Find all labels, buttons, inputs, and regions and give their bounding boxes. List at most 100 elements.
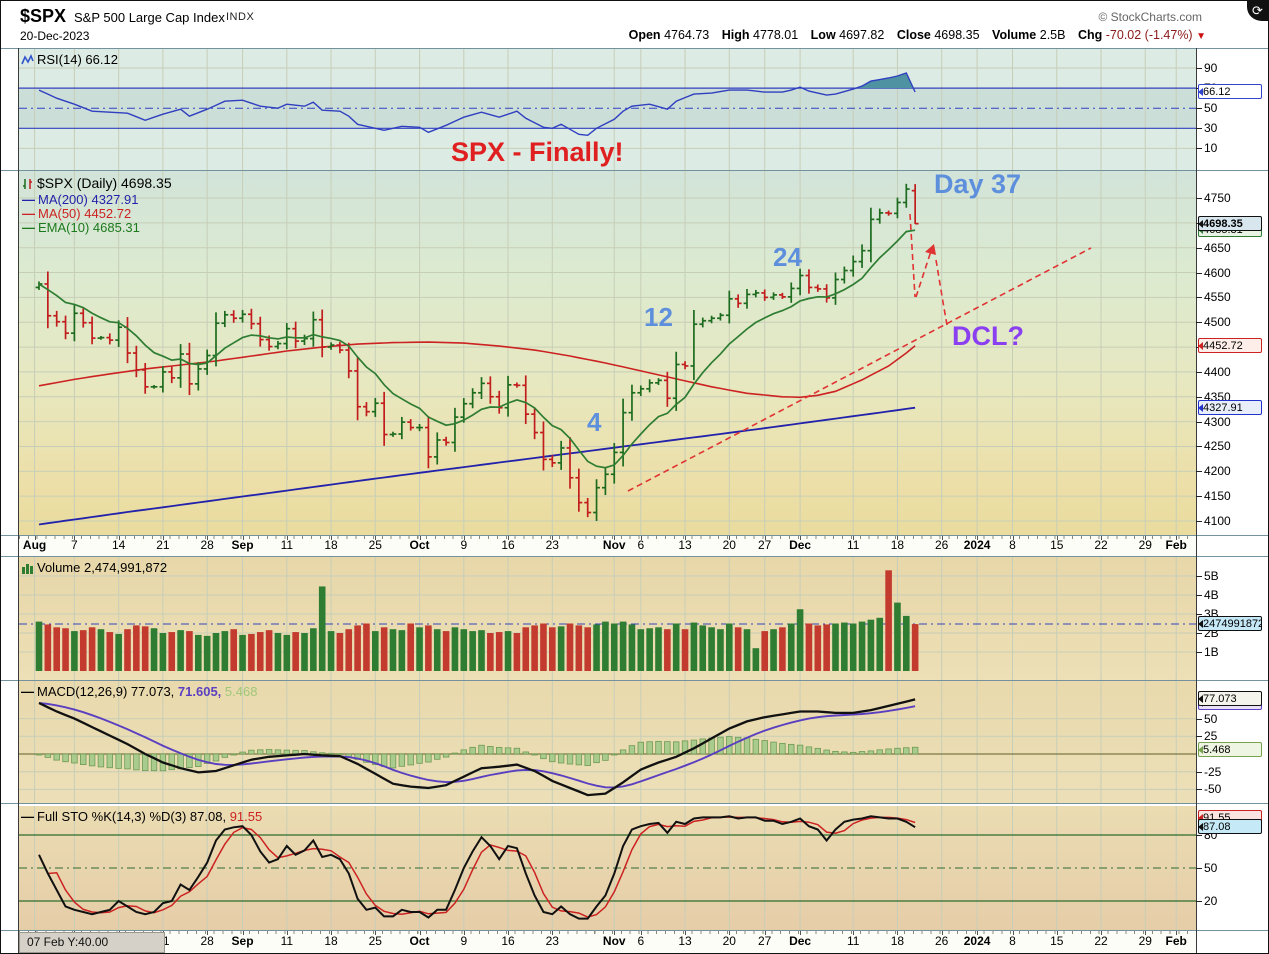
open-label: Open [628,28,661,42]
price-y-tick-label: 4200 [1204,464,1231,479]
price-panel [19,171,1196,535]
macd-signal-label: 71.605 [1198,695,1262,710]
plot-right-border [1196,48,1197,953]
refresh-icon[interactable]: ⟳ [1247,1,1268,21]
minor-ticks [19,931,1196,934]
price-y-tick-label: 4500 [1204,315,1231,330]
volume-value: 2.5B [1039,28,1066,42]
price-y-tick-label: 4650 [1204,240,1231,255]
price-legend: $SPX (Daily) 4698.35 [22,175,172,191]
stochastic-panel [19,806,1196,930]
ma200-swatch: — [22,192,35,207]
price-y-tick-label: 4450 [1204,340,1231,355]
volume-y-tick-label: 3B [1204,607,1219,621]
ma50-swatch: — [22,206,35,221]
separator [1,803,1268,804]
symbol-name: S&P 500 Large Cap Index [74,10,225,25]
pointer-tip [1199,225,1203,234]
macd-hist-value: 5.468 [224,684,258,699]
high-value: 4778.01 [753,28,799,42]
volume-current-label: 2474991872 [1198,616,1262,631]
volume-y-tick-label: 5B [1204,569,1219,583]
symbol: $SPX [20,6,67,26]
rsi-current-label: 66.12 [1198,84,1262,99]
ma200-legend-text: MA(200) 4327.91 [38,192,139,207]
close-label: Close [896,28,931,42]
chg-down-icon: ▼ [1196,31,1206,42]
price-ma50-label: 4452.72 [1198,338,1262,353]
pointer-tip [1199,87,1203,96]
quote-bar: Open 4764.73 High 4778.01 Low 4697.82 Cl… [620,28,1206,42]
pointer-tip [1199,694,1203,703]
chg-value: -70.02 (-1.47%) [1105,28,1193,42]
ma50-legend: — MA(50) 4452.72 [22,206,131,221]
macd-signal-value: 71.605, [177,684,222,699]
price-y-tick-label: 4150 [1204,489,1231,504]
macd-legend-main: MACD(12,26,9) 77.073, [37,684,175,699]
price-y-tick-label: 4400 [1204,364,1231,379]
close-value: 4698.35 [934,28,980,42]
volume-y-tick-label: 4B [1204,588,1219,602]
separator [1,680,1268,681]
price-y-tick-label: 4250 [1204,439,1231,454]
pointer-tip [1199,822,1203,831]
macd-y-tick-label: -50 [1204,782,1222,797]
pointer-tip [1199,813,1203,822]
sto-y-tick-label: 50 [1204,861,1218,875]
macd-hist-label: 5.468 [1198,742,1262,757]
separator [1,170,1268,171]
rsi-legend-text: RSI(14) 66.12 [37,52,118,67]
date-axis-top [19,536,1196,556]
chart-date: 20-Dec-2023 [20,29,90,43]
price-y-tick-label: 4300 [1204,414,1231,429]
separator [1,535,1268,536]
sto-d-label: 91.55 [1198,810,1262,825]
price-ma200-label: 4327.91 [1198,400,1262,415]
volume-y-tick-label: 2B [1204,626,1219,640]
crosshair-readout: 07 Feb Y:40.00 [19,932,165,953]
macd-panel [19,681,1196,803]
low-value: 4697.82 [839,28,885,42]
sto-swatch: — [21,809,34,824]
volume-legend-text: Volume 2,474,991,872 [37,560,168,575]
price-bars-icon [23,179,32,189]
rsi-y-tick-label: 10 [1204,141,1218,156]
price-y-tick-label: 4350 [1204,389,1231,404]
plot-left-border [18,48,19,953]
sto-legend-main: Full STO %K(14,3) %D(3) 87.08, [37,809,227,824]
volume-label: Volume [992,28,1037,42]
volume-legend: Volume 2,474,991,872 [21,560,167,575]
macd-y-tick-label: -25 [1204,764,1222,779]
rsi-panel [19,49,1196,170]
volume-panel [19,557,1196,680]
sto-y-tick-label: 20 [1204,894,1218,908]
rsi-y-tick-label: 30 [1204,121,1218,136]
date-axis-bottom [19,931,1196,953]
low-label: Low [810,28,836,42]
price-y-tick-label: 4100 [1204,513,1231,528]
separator [1,556,1268,557]
pointer-tip [1199,698,1203,707]
high-label: High [721,28,750,42]
price-y-tick-label: 4700 [1204,215,1231,230]
minor-ticks [19,536,1196,539]
macd-legend: — MACD(12,26,9) 77.073, 71.605, 5.468 [21,684,257,699]
ema10-legend: — EMA(10) 4685.31 [22,220,140,235]
pointer-tip [1199,403,1203,412]
macd-line-label: 77.073 [1198,691,1262,706]
chg-label: Chg [1077,28,1103,42]
rsi-legend: RSI(14) 66.12 [21,52,118,67]
price-legend-main: $SPX (Daily) 4698.35 [37,175,172,191]
pointer-tip [1199,341,1203,350]
price-y-tick-label: 4750 [1204,191,1231,205]
pointer-tip [1199,745,1203,754]
rsi-indicator-icon [21,54,34,65]
open-value: 4764.73 [664,28,710,42]
separator [1,930,1268,931]
macd-swatch: — [21,684,34,699]
exchange: INDX [226,11,255,23]
volume-bars-icon [22,564,33,574]
pointer-tip [1199,619,1203,628]
price-ema10-label: 4685.31 [1198,222,1262,237]
ma50-legend-text: MA(50) 4452.72 [38,206,132,221]
